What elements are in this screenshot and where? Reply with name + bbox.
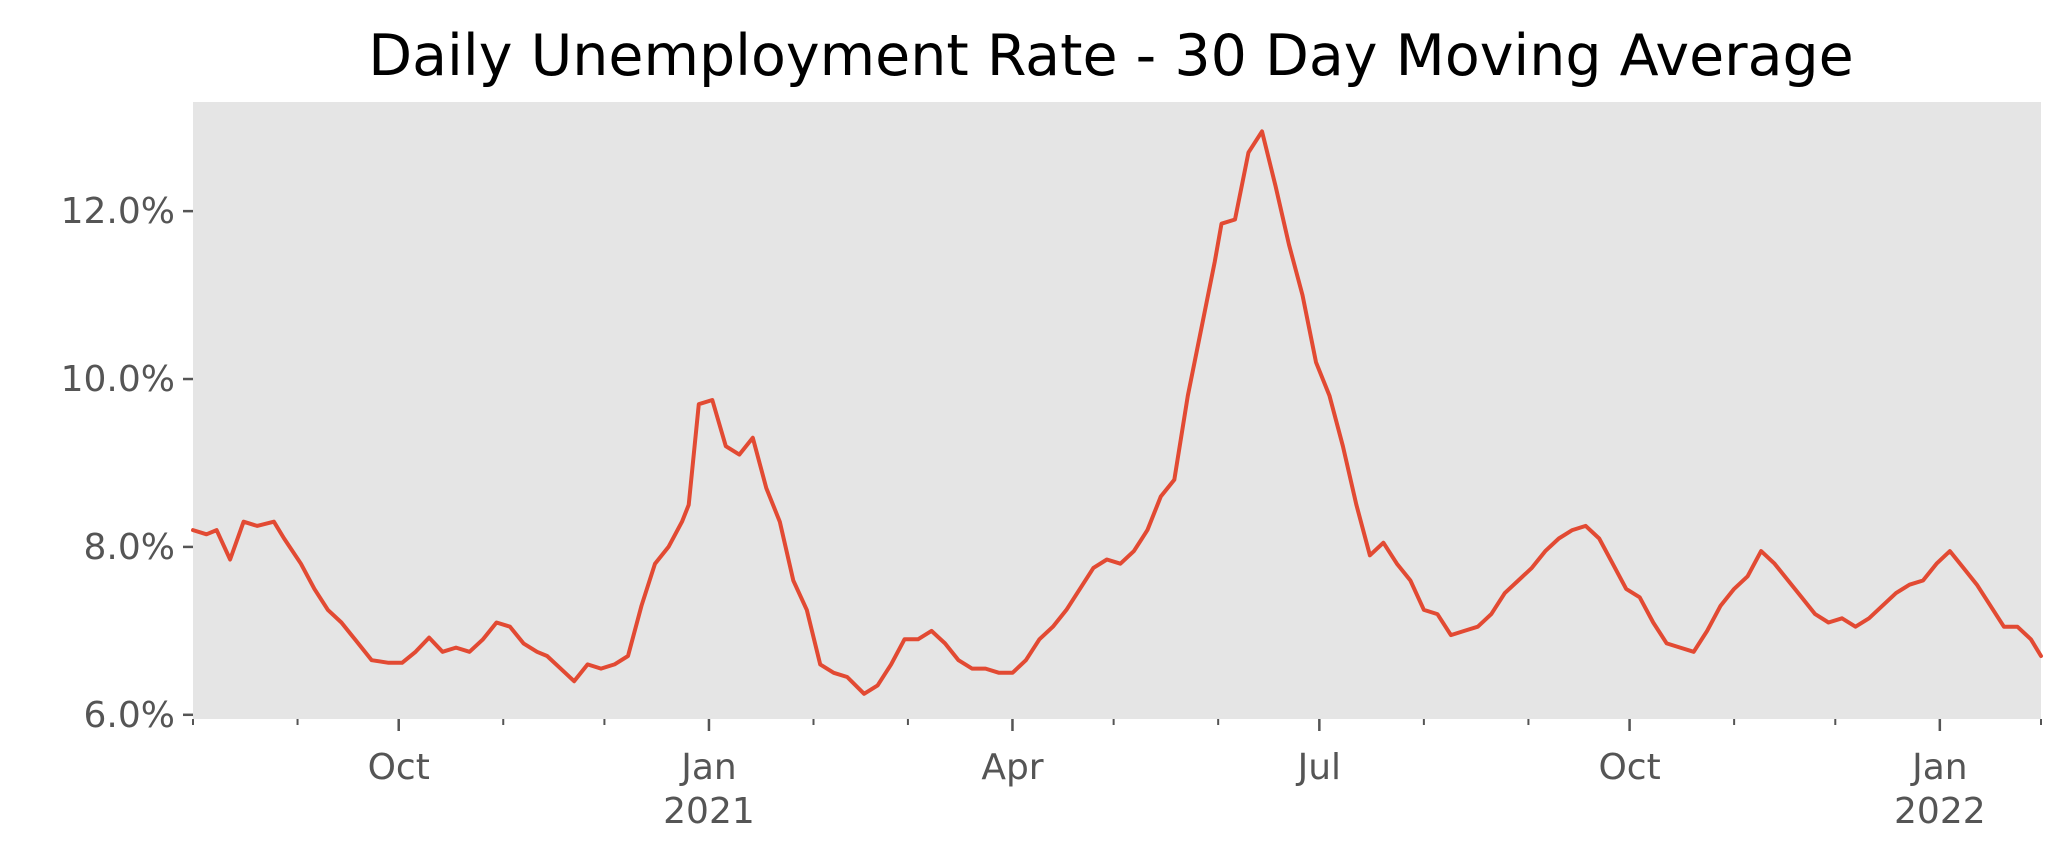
x-tick-label: Oct — [1598, 747, 1660, 788]
y-tick-label: 6.0% — [84, 695, 175, 736]
y-tick-label: 8.0% — [84, 527, 175, 568]
x-tick-year-label: 2021 — [663, 791, 755, 832]
y-axis: 6.0% 8.0% 10.0% 12.0% — [61, 191, 193, 736]
x-tick-label: Jan — [1910, 747, 1968, 788]
y-tick-label: 12.0% — [61, 191, 175, 232]
x-tick-year-label: 2022 — [1894, 791, 1986, 832]
x-tick-label: Jan — [679, 747, 737, 788]
chart-title: Daily Unemployment Rate - 30 Day Moving … — [368, 23, 1854, 89]
x-tick-label: Oct — [368, 747, 430, 788]
y-tick-label: 10.0% — [61, 359, 175, 400]
x-tick-label: Apr — [981, 747, 1043, 788]
x-tick-label: Jul — [1296, 747, 1341, 788]
plot-area — [193, 102, 2041, 719]
series-layer — [191, 129, 2043, 696]
series-line — [191, 129, 2043, 696]
